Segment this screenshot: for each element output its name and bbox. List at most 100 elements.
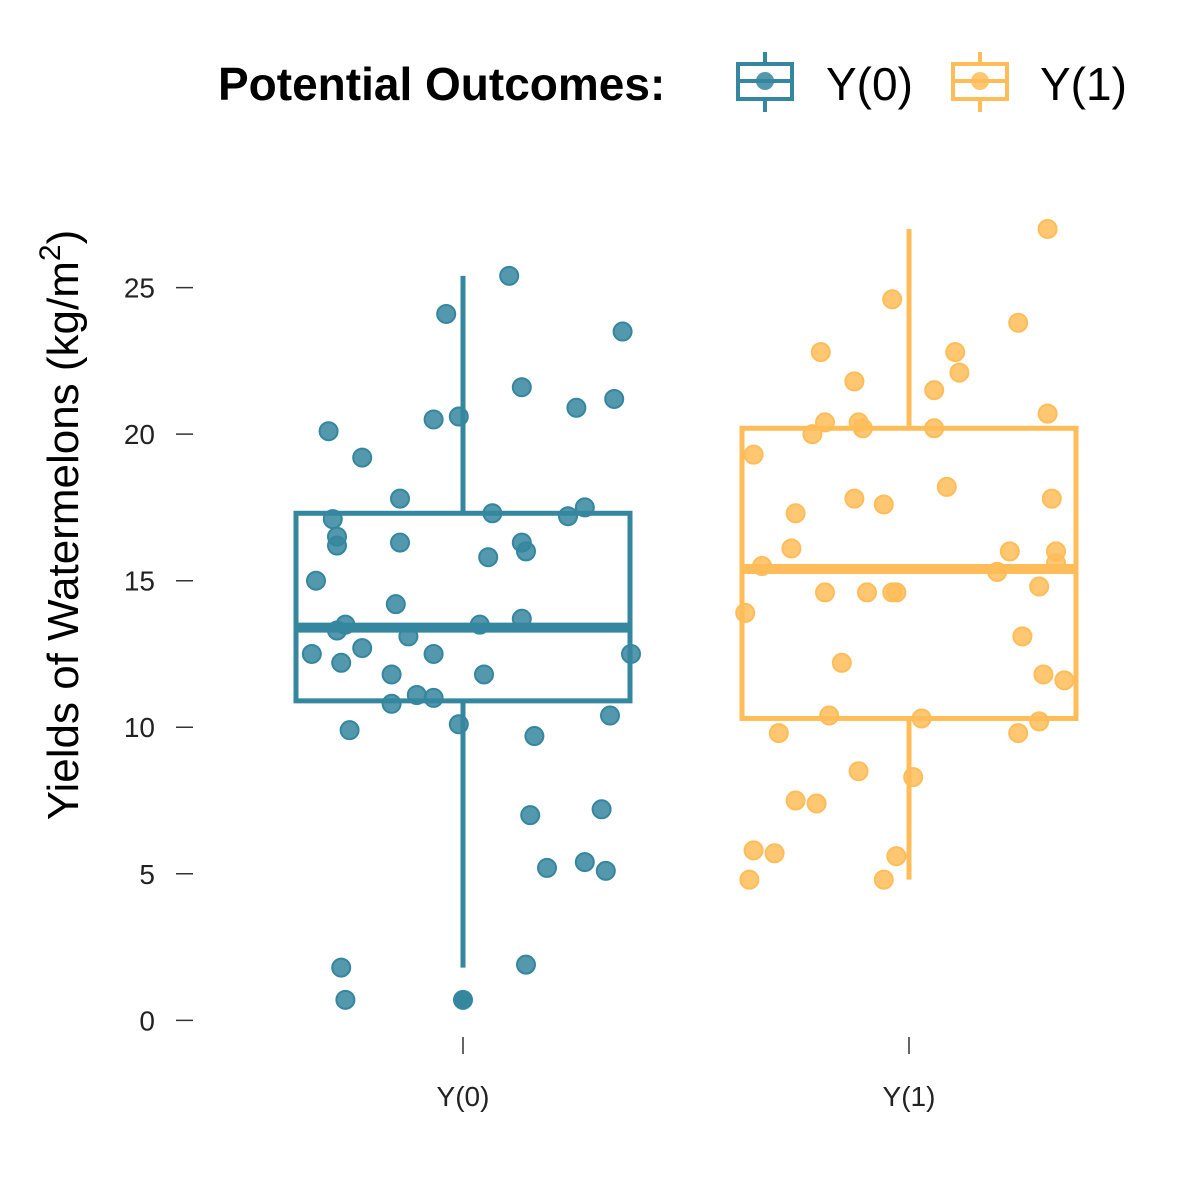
data-point bbox=[469, 614, 490, 635]
data-point bbox=[739, 869, 760, 890]
y-tick-label: 5 bbox=[139, 859, 155, 890]
y-axis-label-superscript: 2 bbox=[34, 244, 67, 261]
legend-key-y0 bbox=[736, 52, 794, 112]
data-point bbox=[768, 723, 789, 744]
data-point bbox=[537, 857, 557, 878]
y-axis-label: Yields of Watermelons (kg/m2) bbox=[34, 230, 88, 820]
legend: Potential Outcomes: Y(0) Y(1) bbox=[218, 52, 1127, 112]
legend-key-y1 bbox=[951, 52, 1009, 112]
data-point bbox=[764, 843, 785, 864]
data-point bbox=[1008, 723, 1029, 744]
data-point bbox=[752, 556, 772, 577]
data-point bbox=[331, 652, 352, 673]
data-point bbox=[949, 362, 970, 383]
data-point bbox=[819, 705, 840, 726]
data-point bbox=[924, 418, 945, 439]
y-tick-label: 10 bbox=[124, 712, 155, 743]
data-point bbox=[591, 799, 612, 820]
data-point bbox=[381, 693, 402, 714]
x-tick-label: Y(1) bbox=[883, 1081, 936, 1112]
data-point bbox=[390, 488, 410, 509]
data-point bbox=[301, 643, 322, 664]
data-point bbox=[595, 860, 616, 881]
y-tick-label: 15 bbox=[124, 566, 155, 597]
data-point bbox=[924, 380, 945, 401]
data-point bbox=[335, 989, 356, 1010]
data-point bbox=[1029, 711, 1050, 732]
data-point bbox=[520, 805, 541, 826]
data-point bbox=[511, 608, 532, 629]
data-point bbox=[499, 265, 520, 286]
data-point bbox=[574, 497, 595, 518]
data-point bbox=[390, 532, 410, 553]
x-tick-label: Y(0) bbox=[437, 1081, 490, 1112]
data-point bbox=[482, 503, 503, 524]
data-point bbox=[735, 602, 756, 623]
data-point bbox=[1012, 626, 1033, 647]
data-point bbox=[810, 342, 831, 363]
data-point bbox=[999, 541, 1020, 562]
data-point bbox=[339, 720, 360, 741]
legend-label-y1: Y(1) bbox=[1040, 58, 1127, 110]
data-point bbox=[873, 494, 894, 515]
data-point bbox=[852, 418, 873, 439]
data-point bbox=[815, 582, 835, 603]
box-iqr bbox=[293, 510, 633, 704]
data-point bbox=[612, 321, 633, 342]
data-point bbox=[743, 444, 764, 465]
data-point bbox=[1046, 541, 1066, 562]
data-point bbox=[600, 705, 620, 726]
data-point bbox=[831, 652, 852, 673]
data-point bbox=[423, 643, 444, 664]
data-point bbox=[987, 561, 1008, 582]
data-point bbox=[873, 869, 894, 890]
data-point bbox=[318, 421, 339, 442]
data-point bbox=[558, 506, 578, 527]
data-point bbox=[785, 790, 806, 811]
data-point bbox=[352, 638, 373, 659]
data-point bbox=[743, 840, 764, 861]
box-groups bbox=[293, 228, 1079, 1010]
data-point bbox=[406, 685, 427, 705]
data-point bbox=[398, 626, 419, 647]
data-point bbox=[331, 957, 352, 978]
data-point bbox=[448, 406, 469, 427]
data-point bbox=[423, 409, 444, 430]
data-point bbox=[945, 342, 966, 363]
data-point bbox=[335, 614, 356, 635]
data-point bbox=[1041, 488, 1062, 509]
data-point bbox=[604, 388, 625, 409]
data-point bbox=[478, 547, 499, 568]
data-point bbox=[474, 664, 494, 685]
data-point bbox=[448, 714, 469, 735]
data-point bbox=[1037, 218, 1058, 239]
data-point bbox=[621, 643, 641, 664]
y-tick-label: 25 bbox=[124, 273, 155, 304]
jitter-points bbox=[301, 218, 1075, 1010]
box-group bbox=[739, 228, 1079, 880]
data-point bbox=[1037, 403, 1058, 424]
data-point bbox=[352, 447, 373, 468]
data-point bbox=[1033, 664, 1054, 685]
x-axis: Y(0) Y(1) bbox=[437, 1037, 936, 1112]
y-axis-label-close: ) bbox=[39, 230, 88, 245]
data-point bbox=[781, 538, 802, 559]
data-point bbox=[385, 594, 406, 615]
data-point bbox=[1054, 670, 1075, 691]
data-point bbox=[423, 687, 444, 708]
data-point bbox=[815, 412, 835, 433]
data-point bbox=[886, 582, 907, 603]
data-point bbox=[511, 377, 532, 398]
data-point bbox=[886, 846, 907, 867]
data-point bbox=[516, 954, 536, 975]
box-group bbox=[293, 275, 633, 1010]
data-point bbox=[516, 541, 536, 562]
data-point bbox=[322, 509, 343, 530]
y-axis: 0 5 10 15 20 25 bbox=[124, 273, 193, 1036]
data-point bbox=[802, 424, 823, 445]
data-point bbox=[936, 476, 957, 497]
data-point bbox=[436, 303, 457, 324]
data-point bbox=[381, 664, 402, 685]
data-point bbox=[574, 852, 595, 873]
data-point bbox=[882, 289, 903, 310]
